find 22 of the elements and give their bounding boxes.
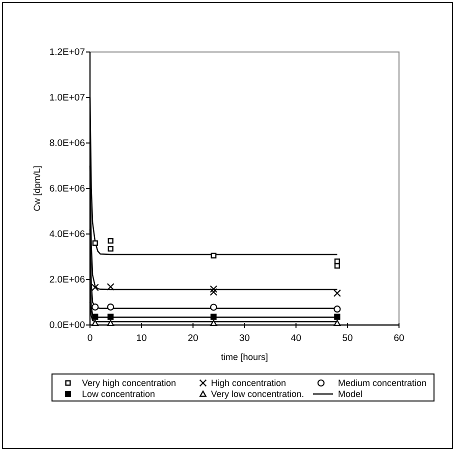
- legend-label: Low concentration: [82, 388, 156, 399]
- y-tick-label: 8.0E+06: [49, 138, 85, 150]
- legend-label: Medium concentration: [338, 378, 427, 388]
- y-axis-title: Cw [dpm/L]: [32, 166, 42, 212]
- x-tick-label: 30: [239, 333, 250, 344]
- x-tick-label: 10: [136, 333, 147, 344]
- x-tick-label: 50: [342, 333, 353, 344]
- y-tick-label: 0.0E+00: [49, 320, 85, 332]
- x-tick-label: 40: [290, 333, 302, 344]
- y-tick-label: 4.0E+06: [49, 229, 85, 240]
- legend-label: Model: [338, 388, 363, 399]
- y-tick-label: 2.0E+06: [49, 274, 85, 286]
- y-tick-label: 1.0E+07: [49, 92, 85, 104]
- y-tick-label: 1.2E+07: [49, 47, 85, 58]
- x-tick-label: 0: [87, 333, 93, 344]
- x-tick-label: 60: [394, 333, 404, 344]
- legend-label: High concentration: [211, 378, 286, 388]
- x-axis-title: time [hours]: [220, 352, 268, 362]
- x-tick-label: 20: [188, 333, 198, 344]
- legend-label: Very high concentration: [82, 378, 176, 388]
- y-tick-label: 6.0E+06: [49, 184, 85, 195]
- legend-label: Very low concentration.: [211, 388, 304, 399]
